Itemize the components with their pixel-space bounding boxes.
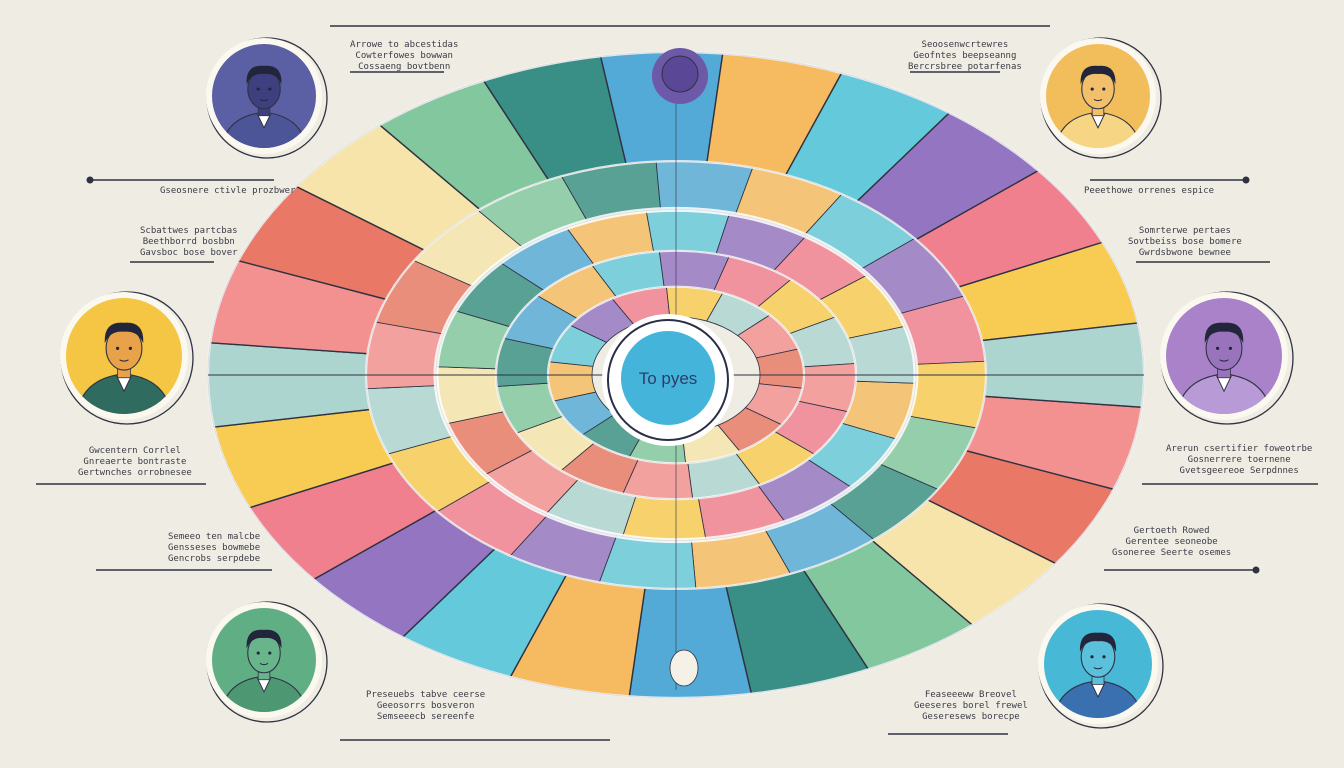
label-main-top-right: Peeethowe orrenes espice [1084, 186, 1214, 197]
label-line: Gwcentern Corrlel [88, 446, 181, 456]
leader-dot [1242, 176, 1250, 184]
label-group-bottom-right-mid: Gertoeth Rowed Gerentee seoneobe Gsonere… [1112, 526, 1231, 559]
label-line: Gosnerrere toernene [1187, 455, 1291, 465]
avatar-bl [206, 601, 328, 723]
label-group-bottom-left: Preseuebs tabve ceerse Geeosorrs bosvero… [366, 690, 485, 723]
label-line: Arerun csertifier foweotrbe [1166, 444, 1313, 454]
label-line: Semseeecb sereenfe [376, 712, 475, 722]
leader-dot [1252, 566, 1260, 574]
label-line: Somrterwe pertaes [1138, 226, 1231, 236]
label-line: Arrowe to abcestidas [350, 40, 459, 50]
label-line: Geeosorrs bosveron [376, 701, 475, 711]
label-line: Feaseeeww Breovel [924, 690, 1017, 700]
avatar-tr [1040, 37, 1162, 159]
avatar-ml [60, 291, 194, 425]
avatar-tl [206, 37, 328, 159]
segmented-wheel [207, 51, 1145, 699]
label-line: Cossaeng bovtbenn [358, 62, 451, 72]
label-line: Gavsboc bose bover [140, 248, 238, 258]
top-avatar-icon [652, 48, 708, 104]
wheel-segment [907, 360, 987, 429]
avatar-br [1038, 603, 1164, 729]
label-line: Beethborrd bosbbn [142, 237, 235, 247]
label-line: Preseuebs tabve ceerse [366, 690, 486, 700]
leader-dot [86, 176, 94, 184]
label-group-lower-right: Arerun csertifier foweotrbe Gosnerrere t… [1166, 444, 1312, 477]
label-group-top-left: Arrowe to abcestidas Cowterfowes bowwan … [350, 40, 458, 73]
center-label: To pyes [639, 369, 698, 388]
label-main-top-left: Gseosnere ctivle prozbwer [160, 186, 295, 197]
label-line: Gencrobs serpdebe [168, 554, 261, 564]
label-group-lower-left: Gwcentern Corrlel Gnreaerte bontraste Ge… [78, 446, 192, 479]
label-line: Geofntes beepseanng [913, 51, 1017, 61]
label-line: Gertoeth Rowed [1133, 526, 1210, 536]
label-line: Scbattwes partcbas [140, 226, 238, 236]
avatar-group [60, 37, 1294, 729]
label-line: Geeseres borel frewel [914, 701, 1028, 711]
label-line: Gensseses bowmebe [168, 543, 261, 553]
wheel-ring-outlines [206, 48, 1146, 700]
label-line: Geseresews borecpe [922, 712, 1020, 722]
label-line: Gerentee seoneobe [1125, 537, 1218, 547]
label-line: Bercrsbree potarfenas [908, 62, 1022, 72]
label-group-bottom-right: Feaseeeww Breovel Geeseres borel frewel … [914, 690, 1028, 723]
label-group-top-right: Seoosenwcrtewres Geofntes beepseanng Ber… [908, 40, 1022, 73]
wheel-segment [622, 495, 707, 541]
label-line: Semeeo ten malcbe [168, 532, 261, 542]
label-group-bottom-left-mid: Semeeo ten malcbe Gensseses bowmebe Genc… [168, 532, 260, 565]
bottom-notch-icon [669, 649, 699, 687]
label-line: Seoosenwcrtewres [921, 40, 1009, 50]
avatar-mr [1160, 291, 1294, 425]
label-group-mid-right: Somrterwe pertaes Sovtbeiss bose bomere … [1128, 226, 1242, 259]
wheel-segment [645, 209, 730, 255]
label-line: Peeethowe orrenes espice [1084, 186, 1215, 196]
label-line: Gvetsgeereoe Serpdnnes [1179, 466, 1299, 476]
label-line: Gwrdsbwone bewnee [1138, 248, 1231, 258]
label-line: Gsoneree Seerte osemes [1112, 548, 1232, 558]
leader-lines [36, 25, 1318, 741]
center-hub: To pyes [602, 314, 734, 446]
label-line: Cowterfowes bowwan [355, 51, 453, 61]
label-group-mid-left: Scbattwes partcbas Beethborrd bosbbn Gav… [140, 226, 238, 259]
label-line: Sovtbeiss bose bomere [1128, 237, 1242, 247]
label-line: Gnreaerte bontraste [83, 457, 187, 467]
center-hub-fill [621, 331, 715, 425]
label-line: Gertwnches orrobnesee [78, 468, 192, 478]
label-line: Gseosnere ctivle prozbwer [160, 186, 296, 196]
